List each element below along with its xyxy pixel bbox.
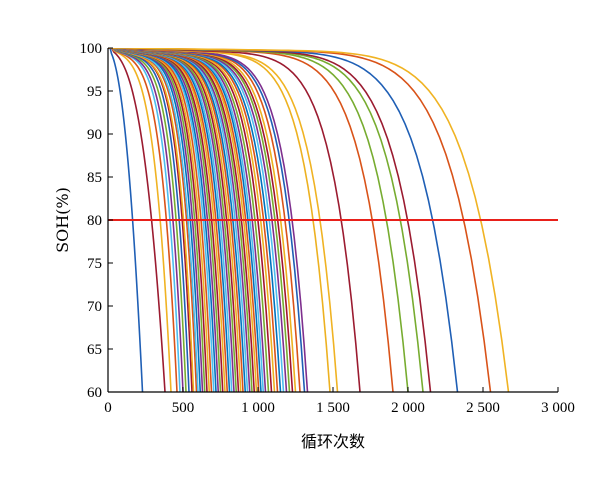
y-tick-label: 80 bbox=[87, 213, 102, 229]
y-tick-label: 85 bbox=[87, 170, 102, 186]
x-tick-label: 3 000 bbox=[541, 400, 575, 416]
x-tick-label: 0 bbox=[104, 400, 112, 416]
x-axis-title: 循环次数 bbox=[301, 432, 365, 451]
series-line-1 bbox=[108, 48, 144, 392]
y-tick-label: 90 bbox=[87, 127, 102, 143]
x-tick-label: 2 000 bbox=[391, 400, 425, 416]
x-tick-label: 2 500 bbox=[466, 400, 500, 416]
x-tick-label: 500 bbox=[172, 400, 195, 416]
y-tick-label: 75 bbox=[87, 256, 102, 272]
series-line-3 bbox=[108, 48, 172, 392]
y-tick-label: 70 bbox=[87, 299, 102, 315]
y-axis-title: SOH(%) bbox=[53, 187, 72, 253]
series-line-65 bbox=[108, 48, 510, 392]
series-layer bbox=[108, 48, 510, 392]
y-tick-label: 100 bbox=[80, 41, 103, 57]
y-tick-label: 60 bbox=[87, 385, 102, 401]
x-tick-label: 1 500 bbox=[316, 400, 350, 416]
y-tick-label: 95 bbox=[87, 84, 102, 100]
x-tick-label: 1 000 bbox=[241, 400, 275, 416]
series-line-2 bbox=[108, 48, 166, 392]
y-tick-label: 65 bbox=[87, 342, 102, 358]
